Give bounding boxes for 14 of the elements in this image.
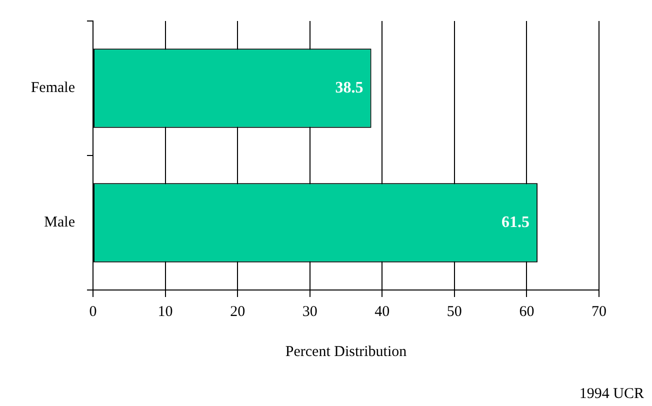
x-tick-label: 50: [446, 304, 462, 320]
y-tick-label: Female: [30, 80, 76, 96]
x-tick-label: 40: [374, 304, 390, 320]
x-tick-label: 70: [592, 304, 606, 320]
y-tick-label: Male: [44, 214, 76, 231]
text: 1994 UCR: [579, 386, 644, 402]
x-tick-label: 0: [89, 304, 97, 320]
x-tick-label: 60: [519, 304, 534, 320]
x-tick-label: 20: [230, 304, 246, 320]
data-label: 61.5: [502, 214, 530, 231]
x-axis-title: Percent Distribution: [285, 344, 408, 360]
x-tick-label: 10: [158, 304, 173, 320]
x-tick-label: 30: [302, 304, 318, 320]
data-label: 38.5: [335, 79, 364, 96]
